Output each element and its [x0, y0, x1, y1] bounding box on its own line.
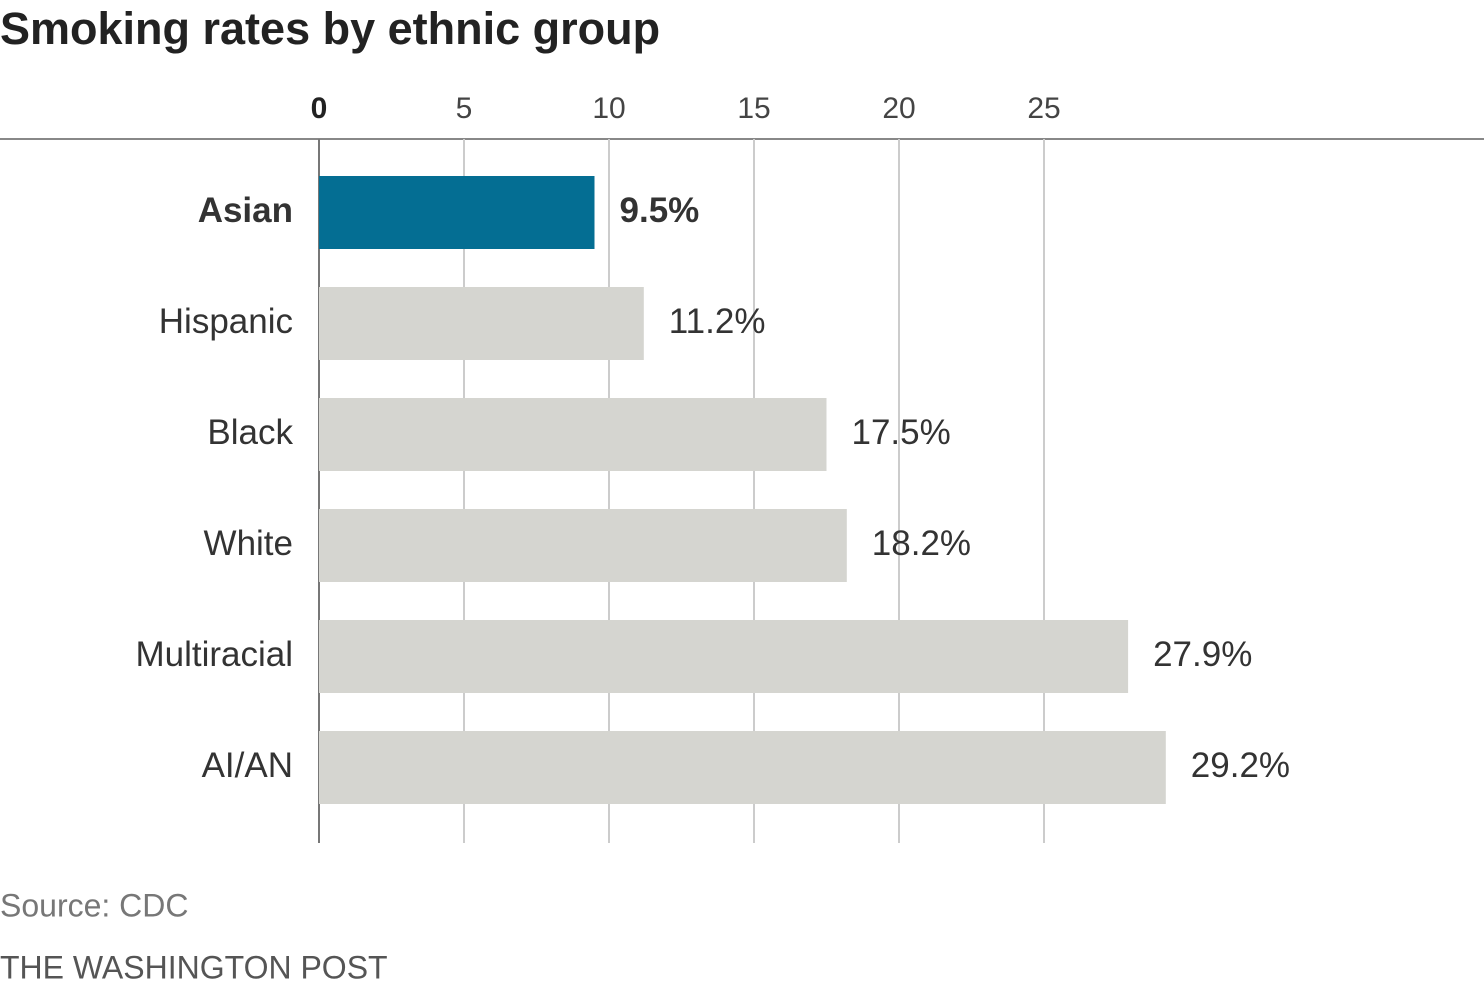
x-tick-label: 25 [1027, 92, 1060, 125]
value-label: 27.9% [1153, 635, 1252, 674]
value-label: 18.2% [872, 524, 971, 563]
category-label: White [204, 524, 293, 563]
bar [319, 176, 595, 249]
bar [319, 731, 1166, 804]
category-label: Multiracial [135, 635, 293, 674]
bar [319, 398, 827, 471]
credit: THE WASHINGTON POST [0, 949, 388, 985]
x-tick-label: 15 [737, 92, 770, 125]
bar [319, 287, 644, 360]
category-label: AI/AN [202, 746, 293, 785]
x-tick-label: 10 [592, 92, 625, 125]
value-label: 11.2% [669, 302, 766, 341]
x-tick-label: 5 [456, 92, 473, 125]
category-label: Hispanic [159, 302, 293, 341]
value-label: 29.2% [1191, 746, 1290, 785]
bar [319, 509, 847, 582]
source: Source: CDC [0, 887, 189, 923]
category-label: Black [207, 413, 293, 452]
value-label: 17.5% [852, 413, 951, 452]
chart-title: Smoking rates by ethnic group [0, 3, 660, 54]
bar [319, 620, 1129, 693]
x-tick-label: 0 [311, 92, 328, 125]
category-label: Asian [198, 191, 293, 230]
x-tick-label: 20 [882, 92, 915, 125]
value-label: 9.5% [620, 191, 700, 230]
